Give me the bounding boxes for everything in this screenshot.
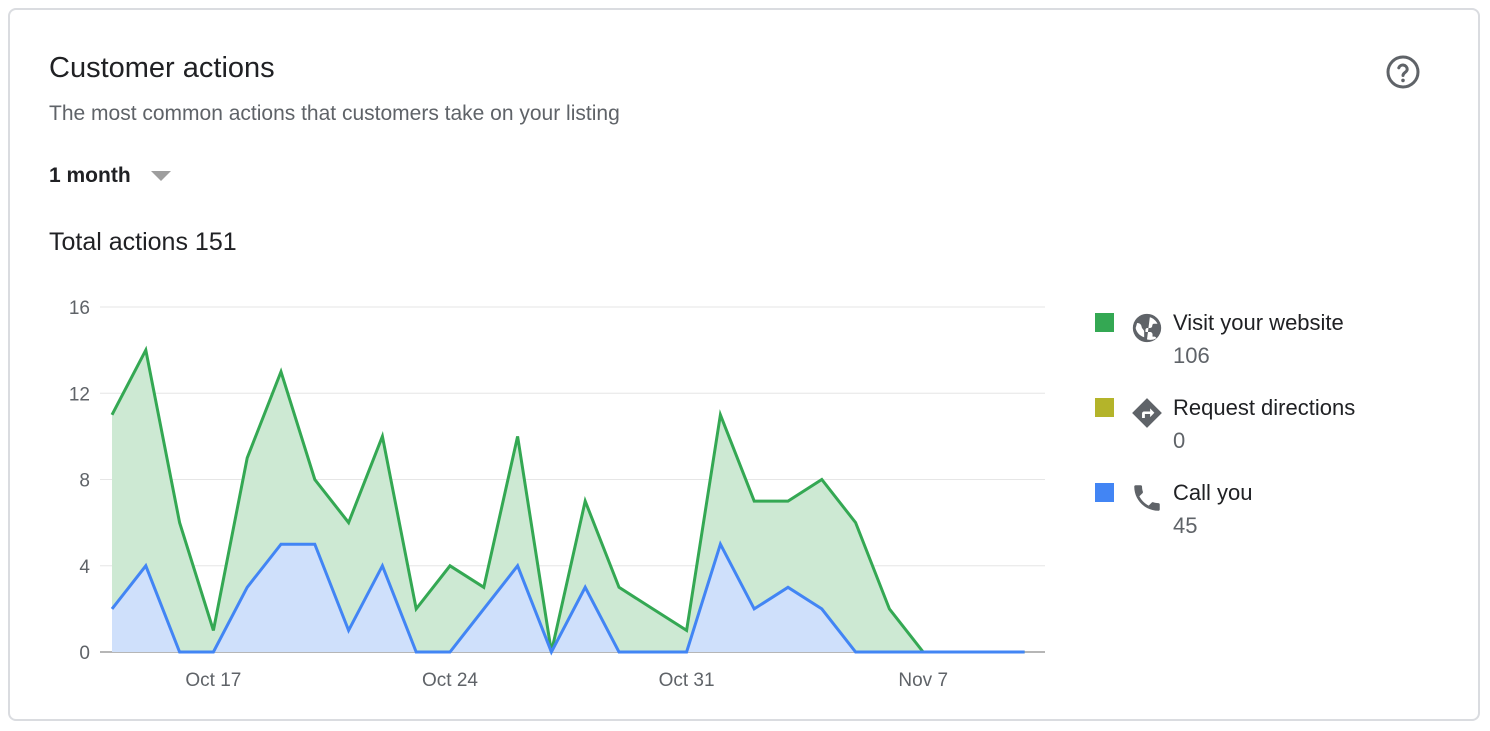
legend-item-website[interactable]: Visit your website 106 (1095, 310, 1425, 395)
caret-down-icon (150, 171, 171, 181)
series-line-call (110, 540, 1025, 656)
legend-value: 106 (1173, 343, 1210, 368)
y-tick-label: 12 (69, 384, 90, 405)
legend-value: 45 (1173, 513, 1198, 538)
legend-value: 0 (1173, 428, 1186, 453)
series-area-call (112, 544, 1025, 652)
x-tick-label: Nov 7 (898, 670, 948, 691)
legend-swatch-website (1095, 313, 1114, 332)
actions-area-chart: 0 4 8 12 16 Oct 17 Oct 24 Oct 31 Nov 7 (69, 298, 1045, 691)
help-circle-icon[interactable] (1385, 54, 1421, 90)
y-tick-label: 4 (79, 557, 90, 578)
y-tick-label: 8 (79, 471, 90, 492)
period-dropdown-value: 1 month (49, 164, 131, 187)
legend-label: Visit your website (1173, 310, 1344, 335)
card-title: Customer actions (49, 52, 275, 84)
period-dropdown[interactable]: 1 month (49, 164, 171, 188)
legend-swatch-call (1095, 483, 1114, 502)
card-subtitle: The most common actions that customers t… (49, 102, 620, 125)
series-line-website (110, 345, 1025, 654)
phone-icon (1134, 485, 1160, 511)
x-tick-label: Oct 24 (422, 670, 478, 691)
y-tick-label: 0 (79, 643, 90, 664)
series-area-website (112, 350, 1025, 652)
directions-icon (1132, 398, 1162, 428)
chart-legend: Visit your website 106 Request direction… (1095, 310, 1425, 565)
legend-label: Request directions (1173, 395, 1356, 420)
legend-label: Call you (1173, 480, 1253, 505)
total-actions: Total actions 151 (49, 228, 237, 256)
legend-item-call[interactable]: Call you 45 (1095, 480, 1425, 565)
x-tick-label: Oct 31 (659, 670, 715, 691)
legend-item-directions[interactable]: Request directions 0 (1095, 395, 1425, 480)
globe-icon (1132, 313, 1162, 343)
customer-actions-card: Customer actions The most common actions… (8, 8, 1480, 721)
y-tick-label: 16 (69, 298, 90, 319)
legend-swatch-directions (1095, 398, 1114, 417)
x-tick-label: Oct 17 (185, 670, 241, 691)
